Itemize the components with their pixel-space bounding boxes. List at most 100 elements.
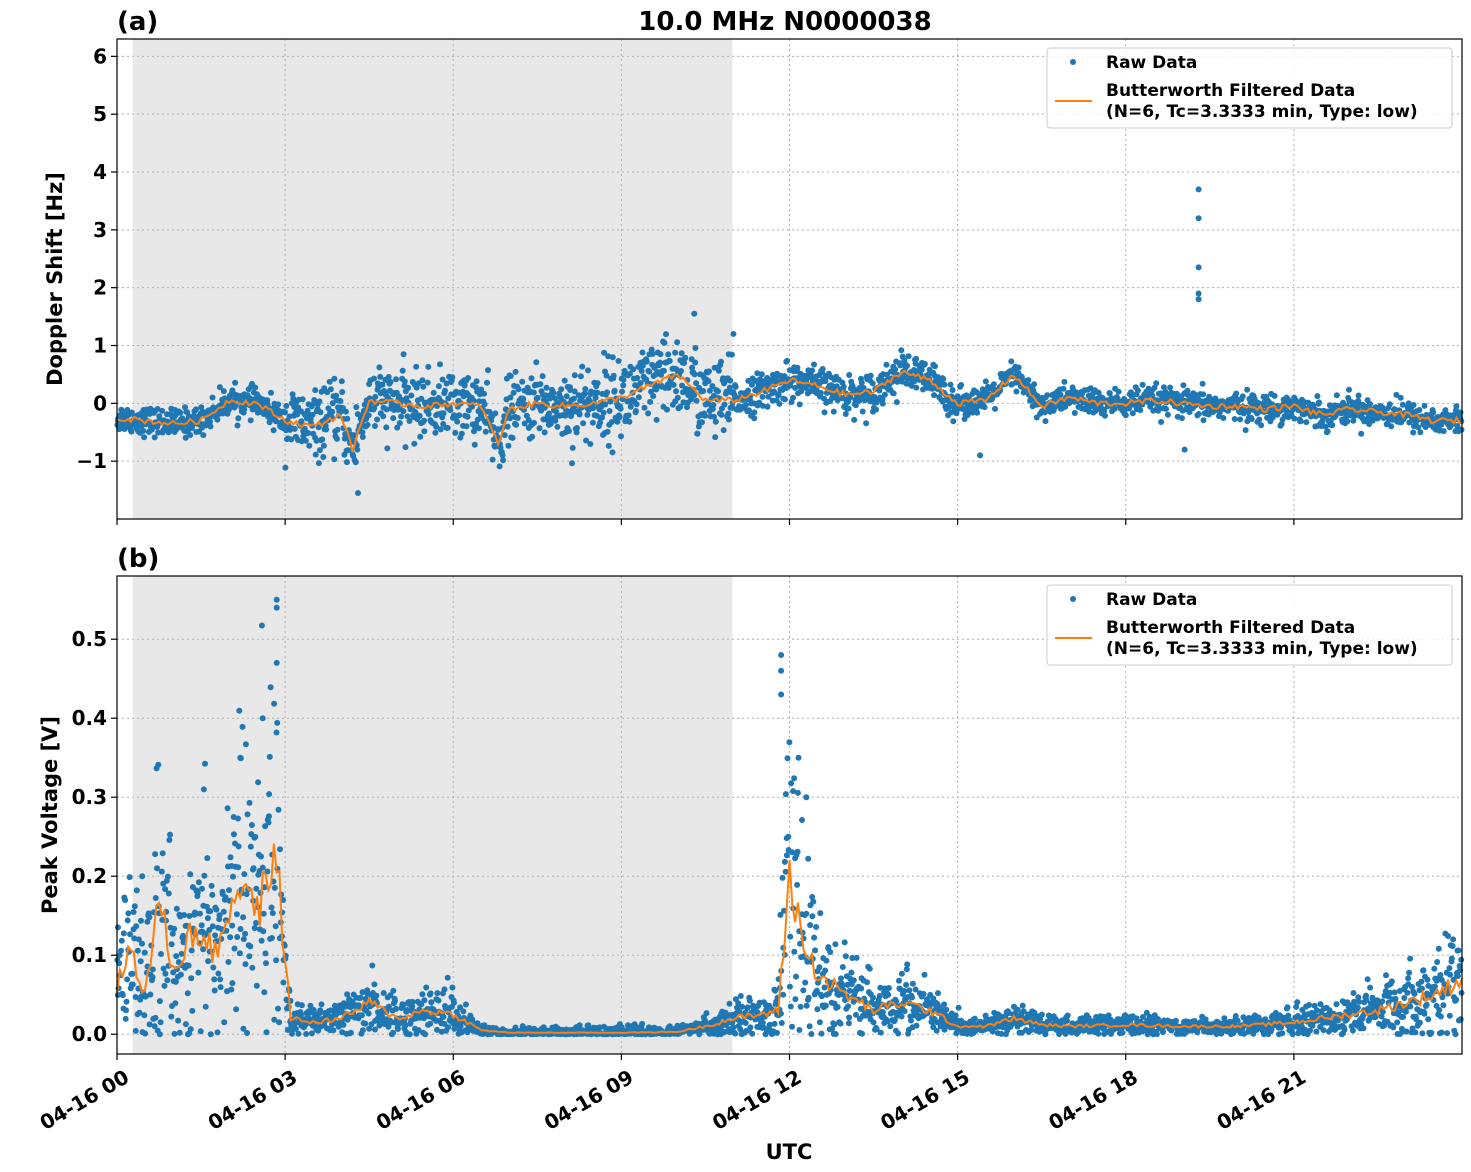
raw-data-point <box>885 985 892 991</box>
raw-data-point <box>1119 1029 1126 1036</box>
raw-data-point <box>519 378 526 385</box>
raw-data-point <box>309 411 316 418</box>
raw-data-point <box>841 939 848 946</box>
raw-data-point <box>895 1030 902 1037</box>
raw-data-point <box>784 357 791 364</box>
raw-data-point <box>746 407 752 414</box>
raw-data-point <box>428 999 435 1006</box>
raw-data-point <box>383 406 390 413</box>
raw-data-point <box>794 881 801 888</box>
raw-data-point <box>530 389 537 396</box>
raw-data-point <box>456 412 463 419</box>
raw-data-point <box>144 918 151 925</box>
raw-data-point <box>237 926 244 932</box>
raw-data-point <box>876 993 883 999</box>
raw-data-point <box>614 418 621 425</box>
raw-data-point <box>399 367 406 374</box>
y-tick-label: 4 <box>93 160 107 184</box>
raw-data-outlier <box>1195 264 1202 271</box>
raw-data-point <box>1031 381 1038 388</box>
raw-data-point <box>265 819 272 826</box>
raw-data-point <box>682 354 689 361</box>
raw-data-point <box>462 1001 469 1008</box>
raw-data-point <box>514 415 521 421</box>
panel-b-night-shading <box>132 576 733 1054</box>
raw-data-point <box>188 975 195 982</box>
raw-data-point <box>1139 381 1146 388</box>
raw-data-point <box>437 361 443 368</box>
raw-data-point <box>825 944 832 951</box>
raw-data-point <box>601 349 608 356</box>
raw-data-point <box>777 911 784 918</box>
raw-data-point <box>158 868 165 875</box>
raw-data-point <box>599 414 605 421</box>
raw-data-point <box>627 403 634 410</box>
raw-data-point <box>931 392 937 399</box>
raw-data-point <box>709 383 716 389</box>
raw-data-point <box>602 401 609 408</box>
raw-data-point <box>607 398 614 405</box>
raw-data-point <box>372 1026 378 1033</box>
raw-data-point <box>122 897 129 904</box>
raw-data-point <box>605 353 612 360</box>
raw-data-point <box>630 366 637 373</box>
raw-data-point <box>343 459 350 466</box>
raw-data-point <box>452 429 459 436</box>
raw-data-point <box>1129 410 1136 417</box>
raw-data-point <box>1329 422 1336 429</box>
raw-data-point <box>635 394 642 401</box>
raw-data-point <box>420 383 427 390</box>
raw-data-point <box>645 410 652 417</box>
raw-data-point <box>618 433 624 440</box>
raw-data-point <box>737 993 744 999</box>
raw-data-point <box>1064 1017 1070 1024</box>
raw-data-point <box>504 423 511 430</box>
raw-data-point <box>271 1016 278 1023</box>
raw-data-point <box>903 966 910 973</box>
raw-data-point <box>146 1021 153 1028</box>
raw-data-point <box>603 372 610 379</box>
raw-data-point <box>1044 392 1051 399</box>
y-tick-label: 1 <box>93 334 107 358</box>
raw-data-outlier <box>354 489 361 496</box>
raw-data-point <box>305 430 312 436</box>
raw-data-point <box>432 429 439 436</box>
raw-data-point <box>684 404 690 411</box>
raw-data-point <box>846 1014 853 1021</box>
raw-data-point <box>1062 403 1069 410</box>
raw-data-point <box>221 1019 228 1026</box>
raw-data-point <box>1180 382 1187 389</box>
raw-data-point <box>189 1007 196 1014</box>
raw-data-point <box>1248 416 1255 422</box>
raw-data-point <box>377 1020 383 1027</box>
raw-data-point <box>678 368 684 374</box>
raw-data-point <box>433 423 440 430</box>
raw-data-point <box>276 1019 283 1026</box>
raw-data-point <box>805 994 812 1001</box>
raw-data-point <box>291 425 298 432</box>
raw-data-point <box>264 868 271 875</box>
raw-data-point <box>746 997 753 1004</box>
raw-data-point <box>1060 385 1067 392</box>
raw-data-point <box>282 464 289 471</box>
raw-data-point <box>898 970 905 977</box>
raw-data-point <box>201 872 208 879</box>
raw-data-point <box>338 378 345 385</box>
raw-data-point <box>171 1030 178 1037</box>
raw-data-point <box>447 407 454 414</box>
panel-a-filtered-line <box>116 369 1463 453</box>
raw-data-point <box>320 454 327 460</box>
raw-data-point <box>253 982 260 989</box>
raw-data-point <box>387 992 394 999</box>
raw-data-point <box>1128 389 1134 396</box>
raw-data-point <box>778 1020 785 1026</box>
raw-data-point <box>520 396 527 403</box>
raw-data-point <box>380 990 387 996</box>
raw-data-point <box>693 380 700 387</box>
raw-data-point <box>822 378 829 385</box>
raw-data-point <box>829 1025 836 1032</box>
raw-data-point <box>1071 410 1078 416</box>
raw-data-point <box>406 418 413 424</box>
raw-data-point <box>445 1024 452 1031</box>
raw-data-point <box>958 382 965 388</box>
